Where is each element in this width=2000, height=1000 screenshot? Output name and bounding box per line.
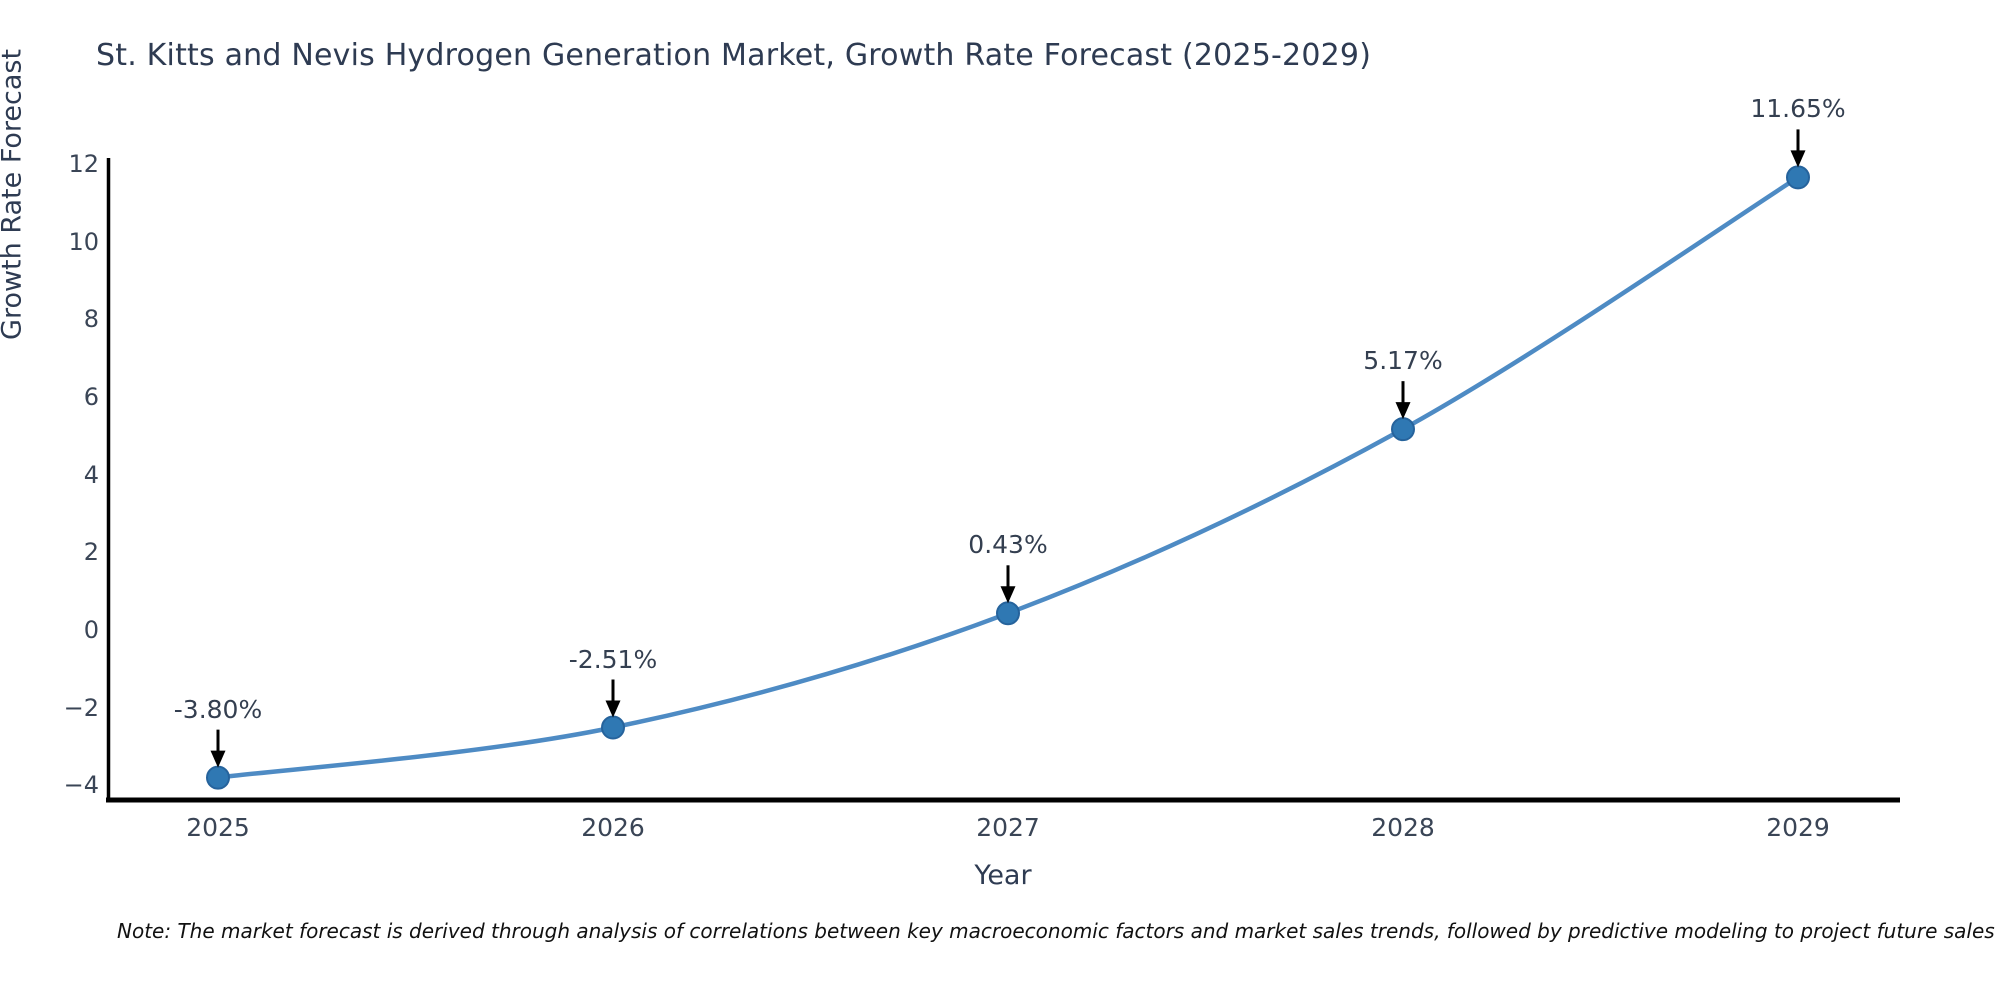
x-tick-label: 2025 bbox=[186, 813, 250, 842]
y-tick-label: 10 bbox=[68, 227, 99, 256]
y-tick-label: 0 bbox=[83, 616, 99, 644]
annotation-arrowhead bbox=[1790, 150, 1806, 168]
y-tick-label: 4 bbox=[83, 460, 99, 489]
data-point-marker bbox=[1786, 165, 1810, 190]
y-tick-label: 8 bbox=[83, 305, 99, 334]
y-tick-label: −4 bbox=[63, 771, 99, 800]
point-value-label: 5.17% bbox=[1363, 346, 1443, 376]
forecast-line bbox=[215, 175, 1801, 780]
point-value-label: -3.80% bbox=[173, 694, 263, 724]
annotation-arrowhead bbox=[210, 750, 226, 768]
annotation-arrowhead bbox=[1000, 586, 1016, 604]
y-tick-label: −2 bbox=[63, 693, 99, 722]
y-tick-label: 12 bbox=[68, 149, 99, 178]
data-point-marker bbox=[206, 765, 230, 790]
x-axis-title: Year bbox=[974, 860, 1032, 891]
y-tick-label: 2 bbox=[83, 538, 99, 567]
x-tick-label: 2027 bbox=[976, 813, 1040, 842]
point-value-label: 0.43% bbox=[968, 530, 1048, 560]
annotation-arrowhead bbox=[605, 700, 621, 718]
data-point-marker bbox=[1391, 417, 1415, 442]
chart-title: St. Kitts and Nevis Hydrogen Generation … bbox=[96, 38, 1372, 73]
x-tick-label: 2026 bbox=[581, 813, 645, 842]
point-value-label: -2.51% bbox=[568, 644, 658, 674]
x-tick-label: 2028 bbox=[1371, 813, 1435, 842]
data-point-marker bbox=[601, 715, 625, 740]
annotation-arrowhead bbox=[1395, 402, 1411, 420]
x-tick-label: 2029 bbox=[1766, 813, 1830, 842]
y-tick-label: 6 bbox=[83, 382, 99, 411]
data-point-marker bbox=[996, 601, 1020, 626]
point-value-label: 11.65% bbox=[1750, 94, 1846, 124]
footnote: Note: The market forecast is derived thr… bbox=[117, 919, 1995, 943]
